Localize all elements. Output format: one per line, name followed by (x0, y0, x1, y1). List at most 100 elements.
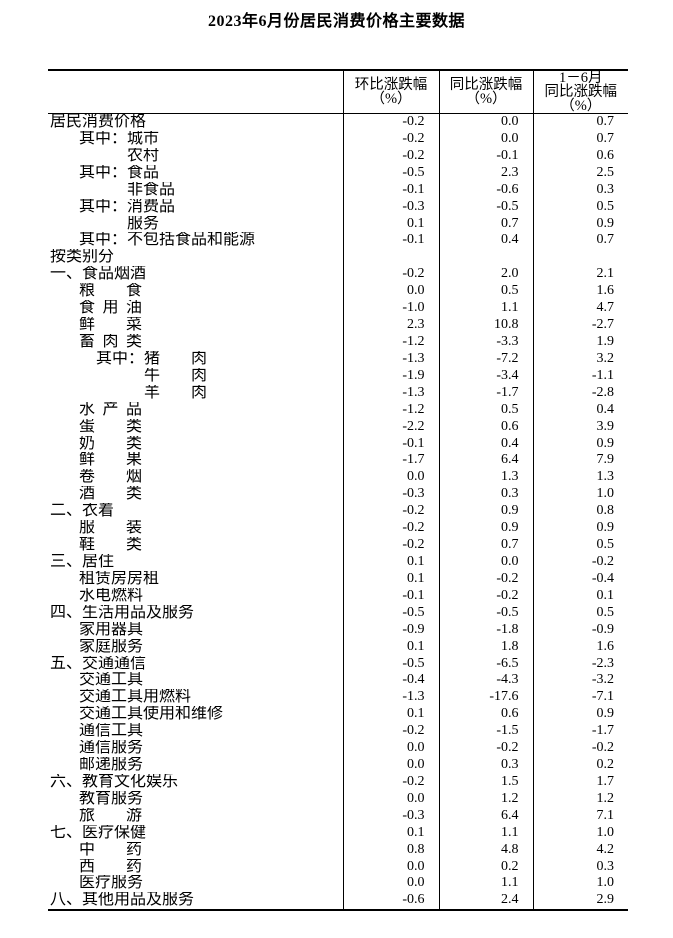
yoy-value: -0.2 (438, 740, 533, 758)
row-label-cell: 服务 (48, 216, 343, 233)
row-label-text: 三、居住 (50, 553, 115, 570)
row-label-text: 通信工具 (79, 723, 144, 740)
yoy-value: 6.4 (438, 807, 533, 825)
ytd-yoy-value: 1.0 (532, 824, 628, 842)
ytd-yoy-value: 3.2 (532, 350, 628, 368)
yoy-value: 0.9 (438, 520, 533, 538)
mom-value: 2.3 (342, 317, 439, 334)
mom-value: -0.3 (342, 198, 439, 216)
row-label-text: 鲜菜 (79, 317, 142, 334)
mom-value: 0.0 (342, 875, 439, 893)
table-row: 家用器具 -0.9 -1.8 -0.9 (48, 621, 628, 639)
mom-value: 0.0 (342, 858, 439, 876)
mom-value: -0.2 (342, 723, 439, 741)
mom-value: -0.9 (342, 621, 439, 639)
table-row: 通信服务 0.0 -0.2 -0.2 (48, 740, 628, 758)
ytd-yoy-value: -1.1 (532, 367, 628, 385)
row-label-text: 鲜果 (79, 452, 142, 469)
table-row: 居民消费价格 -0.2 0.0 0.7 (48, 113, 628, 131)
ytd-yoy-value: 1.6 (532, 283, 628, 301)
header-row: 环比涨跌幅 （%） 同比涨跌幅 （%） 1－6月 同比涨跌幅 （%） (48, 70, 628, 114)
row-label-cell: 家庭服务 (48, 639, 343, 656)
table-header: 环比涨跌幅 （%） 同比涨跌幅 （%） 1－6月 同比涨跌幅 （%） (48, 70, 628, 114)
ytd-yoy-value: 1.3 (532, 469, 628, 487)
mom-value: -1.0 (342, 300, 439, 318)
row-label-text: 不包括食品和能源 (127, 232, 256, 249)
ytd-yoy-value: 0.5 (532, 537, 628, 554)
row-label-text: 农村 (127, 147, 160, 164)
ytd-yoy-value: 0.9 (532, 520, 628, 538)
mom-value: -0.2 (342, 147, 439, 165)
row-label-text: 水产品 (79, 401, 142, 418)
mom-value: -0.4 (342, 672, 439, 690)
yoy-value: -1.7 (438, 384, 533, 402)
row-label-cell: 四、生活用品及服务 (48, 605, 343, 622)
mom-value: -0.3 (342, 486, 439, 504)
row-label-text: 服装 (79, 520, 142, 537)
yoy-value: 1.1 (438, 875, 533, 893)
row-label-text: 城市 (127, 130, 160, 147)
row-label-prefix: 其中： (79, 130, 128, 147)
mom-value: -1.2 (342, 333, 439, 351)
table-row: 水电燃料 -0.1 -0.2 0.1 (48, 587, 628, 605)
row-label-text: 蛋类 (79, 418, 142, 435)
row-label-cell: 畜肉类 (48, 334, 343, 351)
yoy-value: 0.0 (438, 113, 533, 131)
ytd-yoy-value: 0.7 (532, 232, 628, 250)
table-row: 其中：消费品 -0.3 -0.5 0.5 (48, 198, 628, 216)
yoy-value: 0.5 (438, 401, 533, 419)
row-label-cell: 水产品 (48, 402, 343, 419)
row-label-text: 按类别分 (50, 249, 115, 266)
table-row: 四、生活用品及服务 -0.5 -0.5 0.5 (48, 604, 628, 622)
row-label-text: 中药 (79, 841, 142, 858)
yoy-value: -0.6 (438, 181, 533, 199)
ytd-yoy-value: 0.3 (532, 181, 628, 199)
table-row: 二、衣着 -0.2 0.9 0.8 (48, 503, 628, 521)
yoy-value: 0.6 (438, 418, 533, 436)
ytd-yoy-value: -0.2 (532, 740, 628, 758)
mom-value: -1.2 (342, 401, 439, 419)
row-label-text: 邮递服务 (79, 757, 144, 774)
cpi-table: 环比涨跌幅 （%） 同比涨跌幅 （%） 1－6月 同比涨跌幅 （%） 居民消费价… (48, 69, 628, 912)
mom-value: 0.8 (342, 841, 439, 859)
row-label-cell: 八、其他用品及服务 (48, 892, 343, 910)
table-row: 蛋类 -2.2 0.6 3.9 (48, 418, 628, 436)
ytd-yoy-value: 1.7 (532, 773, 628, 791)
row-label-text: 交通工具 (79, 672, 144, 689)
row-label-cell: 牛肉 (48, 368, 343, 385)
mom-value: -0.3 (342, 807, 439, 825)
yoy-value: 2.0 (438, 266, 533, 284)
yoy-value: 1.2 (438, 790, 533, 808)
row-label-cell: 西药 (48, 859, 343, 876)
table-row: 交通工具用燃料 -1.3 -17.6 -7.1 (48, 689, 628, 707)
row-label-cell: 交通工具使用和维修 (48, 706, 343, 723)
yoy-value: 0.0 (438, 130, 533, 148)
table-row: 鞋类 -0.2 0.7 0.5 (48, 537, 628, 554)
row-label-prefix: 其中： (79, 198, 128, 215)
mom-value: 0.1 (342, 553, 439, 571)
row-label-text: 二、衣着 (50, 503, 115, 520)
mom-value: -0.2 (342, 130, 439, 148)
yoy-value: 2.4 (438, 892, 533, 911)
table-row: 鲜菜 2.3 10.8 -2.7 (48, 317, 628, 334)
row-label-text: 粮食 (79, 283, 142, 300)
ytd-yoy-value: -3.2 (532, 672, 628, 690)
row-label-cell: 按类别分 (48, 249, 343, 266)
row-label-text: 八、其他用品及服务 (50, 892, 195, 909)
ytd-yoy-value: 0.8 (532, 503, 628, 521)
ytd-yoy-value: 0.2 (532, 757, 628, 774)
row-label-cell: 通信工具 (48, 723, 343, 740)
ytd-yoy-value: -0.4 (532, 570, 628, 588)
yoy-value: 2.3 (438, 164, 533, 182)
row-label-cell: 其中：城市 (48, 131, 343, 148)
yoy-value: 0.2 (438, 858, 533, 876)
table-row: 服务 0.1 0.7 0.9 (48, 215, 628, 233)
mom-value: -1.7 (342, 452, 439, 470)
row-label-cell: 租赁房房租 (48, 571, 343, 588)
row-label-prefix: 其中： (96, 350, 145, 367)
table-row: 农村 -0.2 -0.1 0.6 (48, 147, 628, 165)
ytd-yoy-value: 0.6 (532, 147, 628, 165)
table-row: 交通工具使用和维修 0.1 0.6 0.9 (48, 706, 628, 724)
row-label-prefix: 其中： (79, 232, 128, 249)
table-row: 奶类 -0.1 0.4 0.9 (48, 435, 628, 453)
